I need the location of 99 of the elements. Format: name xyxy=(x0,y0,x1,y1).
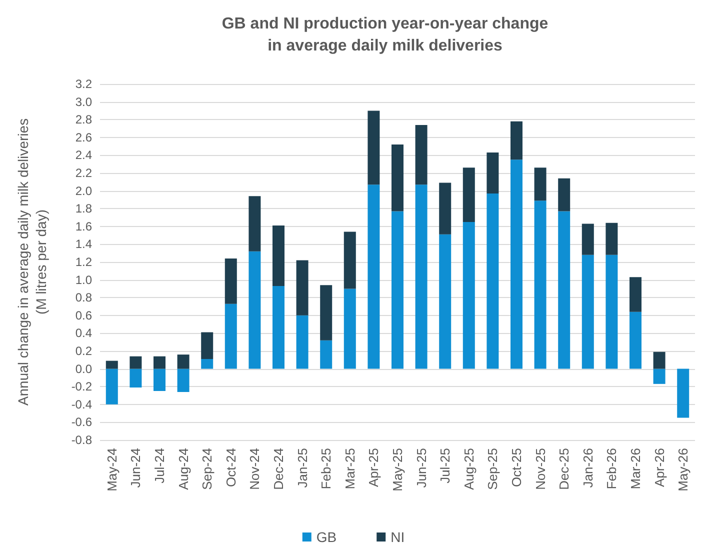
y-tick-label: 1.8 xyxy=(75,202,92,216)
y-tick-label: -0.4 xyxy=(71,397,92,412)
bar xyxy=(534,168,546,201)
y-tick-label: 0.4 xyxy=(75,326,92,340)
y-tick-label: 3.0 xyxy=(75,94,92,109)
x-tick-label: Apr-25 xyxy=(366,448,382,488)
bar xyxy=(296,260,308,316)
legend-label: GB xyxy=(316,529,337,545)
bar xyxy=(486,193,499,369)
x-tick-label: May-26 xyxy=(676,448,691,492)
y-tick-label: 2.8 xyxy=(75,112,92,127)
bar xyxy=(177,354,190,369)
bar xyxy=(248,196,261,252)
bar xyxy=(368,184,380,369)
x-tick-label: Apr-26 xyxy=(652,448,667,488)
x-tick-label: Feb-26 xyxy=(604,448,620,490)
y-tick-label: -0.6 xyxy=(71,415,92,430)
y-tick-label: 0.6 xyxy=(75,308,92,322)
x-tick-label: Aug-24 xyxy=(176,448,191,490)
x-tick-label: Oct-24 xyxy=(223,448,238,488)
bar xyxy=(224,304,237,369)
bar xyxy=(486,152,499,194)
y-tick-label: 0.8 xyxy=(75,290,92,305)
y-tick-label: 2.6 xyxy=(75,130,92,144)
y-tick-label: 1.0 xyxy=(75,272,92,287)
x-tick-label: May-24 xyxy=(104,448,120,492)
bar xyxy=(130,356,142,369)
x-tick-label: Feb-25 xyxy=(318,448,334,490)
bar xyxy=(106,368,118,404)
x-tick-label: Dec-25 xyxy=(556,448,572,490)
bar xyxy=(344,232,356,289)
bar xyxy=(248,251,261,369)
bar xyxy=(130,368,142,388)
bar xyxy=(224,258,237,304)
bar xyxy=(392,144,404,212)
bar xyxy=(368,110,380,185)
bar xyxy=(154,368,166,392)
x-tick-label: Oct-25 xyxy=(509,448,524,488)
x-tick-label: May-25 xyxy=(390,448,405,492)
bar xyxy=(653,352,666,369)
y-tick-label: 0.2 xyxy=(75,344,92,358)
x-tick-label: Mar-26 xyxy=(628,448,643,490)
bar xyxy=(272,226,284,286)
bar xyxy=(344,288,356,369)
bar xyxy=(201,332,214,360)
y-tick-label: 1.4 xyxy=(75,237,92,252)
bar xyxy=(558,178,570,212)
y-tick-label: -0.2 xyxy=(71,380,92,394)
bar xyxy=(201,359,214,369)
y-tick-label: 1.6 xyxy=(75,219,92,234)
bar xyxy=(439,182,452,234)
y-tick-label: 2.0 xyxy=(75,184,92,198)
y-tick-label: 1.2 xyxy=(75,255,92,269)
bar xyxy=(272,286,284,369)
x-tick-label: Aug-25 xyxy=(461,448,476,490)
bar xyxy=(296,315,308,369)
bar xyxy=(415,124,428,185)
bar xyxy=(177,368,190,392)
x-tick-label: Jul-24 xyxy=(152,448,167,484)
x-tick-label: Nov-24 xyxy=(247,448,262,490)
y-tick-label: 3.2 xyxy=(75,77,92,91)
bar xyxy=(606,222,618,255)
x-tick-label: Nov-25 xyxy=(532,448,548,490)
bar xyxy=(462,168,475,222)
y-tick-label: 0.0 xyxy=(75,362,92,376)
x-tick-label: Mar-25 xyxy=(342,448,358,490)
bar xyxy=(106,360,118,369)
y-tick-label: -0.8 xyxy=(71,433,92,447)
bar xyxy=(630,312,642,369)
bar xyxy=(462,222,475,369)
x-tick-label: Jun-25 xyxy=(414,448,429,488)
chart-title: GB and NI production year-on-year change in average daily milk deliveries xyxy=(222,16,548,54)
bar xyxy=(320,285,332,340)
bar xyxy=(534,200,546,369)
x-tick-label: Jan-25 xyxy=(294,448,310,488)
bar xyxy=(320,340,332,369)
bar xyxy=(653,368,666,384)
bar xyxy=(154,356,166,369)
x-tick-label: Jul-25 xyxy=(438,448,453,484)
x-tick-label: Dec-24 xyxy=(271,448,286,490)
x-tick-label: Sep-24 xyxy=(200,448,215,490)
legend-label: NI xyxy=(390,529,405,545)
x-tick-label: Jan-26 xyxy=(580,448,596,488)
bar xyxy=(510,121,522,160)
x-tick-label: Jun-24 xyxy=(128,448,144,488)
bar xyxy=(677,368,690,418)
bar xyxy=(606,254,618,369)
y-tick-label: 2.4 xyxy=(75,148,92,162)
bar xyxy=(630,277,642,312)
bar xyxy=(582,254,594,369)
bar xyxy=(510,160,522,369)
y-tick-label: 2.2 xyxy=(75,166,92,180)
bar xyxy=(439,234,452,369)
bar xyxy=(392,211,404,369)
y-axis-title: Annual change in average daily milk deliveries (M litres per day) xyxy=(15,118,49,406)
x-tick-label: Sep-25 xyxy=(485,448,500,490)
bar xyxy=(415,184,428,369)
bar xyxy=(558,211,570,369)
bar xyxy=(582,224,594,255)
